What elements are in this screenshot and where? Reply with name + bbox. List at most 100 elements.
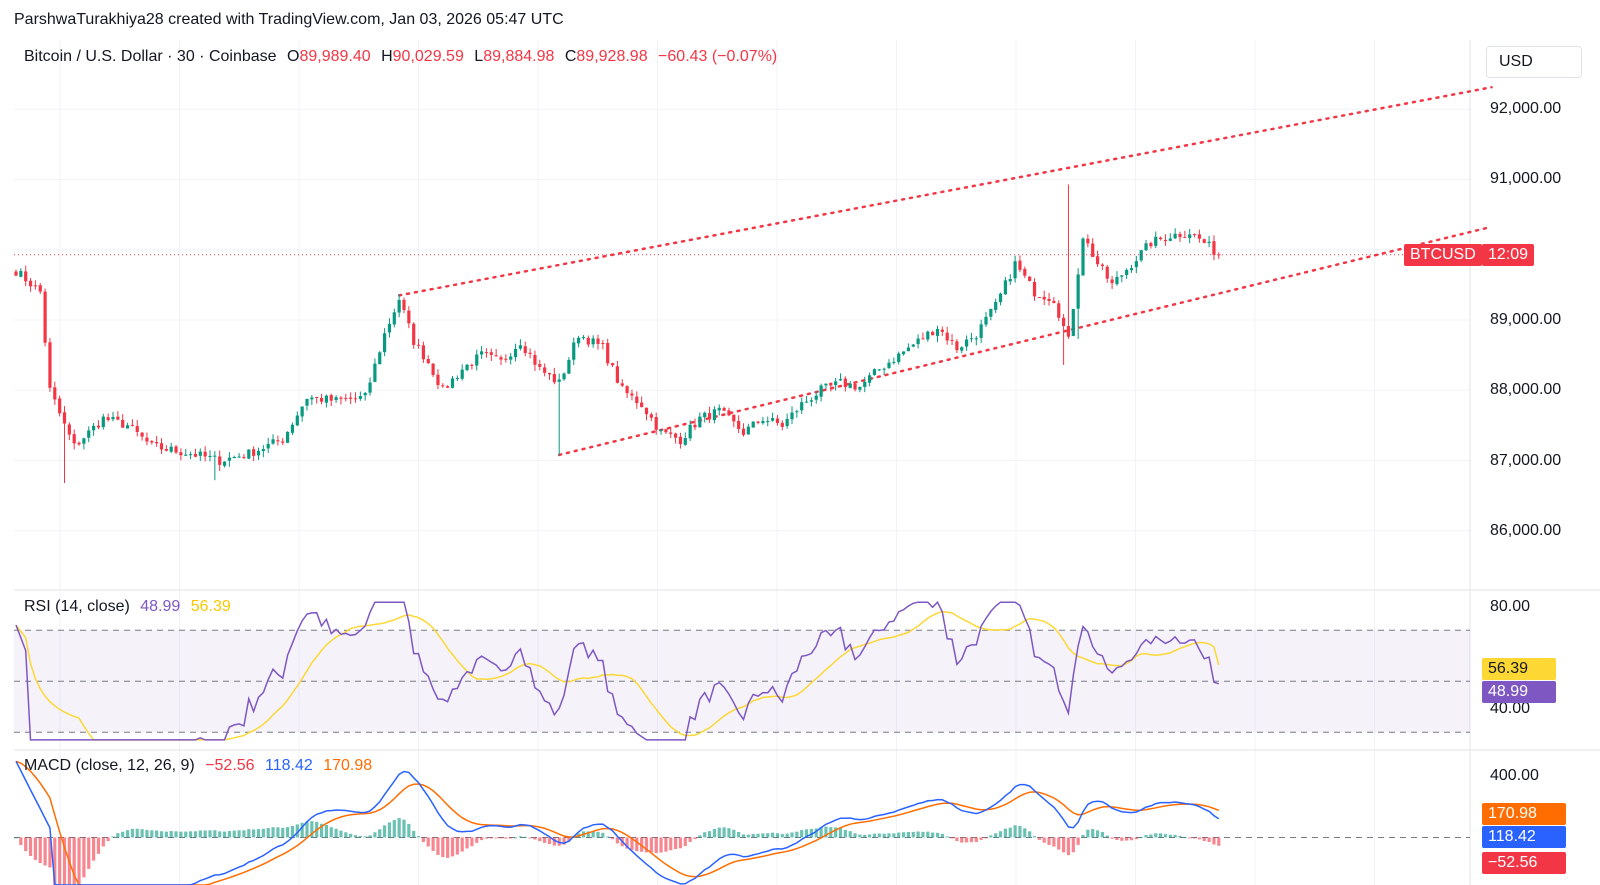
- candle-body: [892, 361, 896, 363]
- candle-body: [727, 410, 731, 416]
- candle-body: [446, 386, 450, 388]
- candle-body: [213, 455, 217, 457]
- macd-histogram-bar: [140, 829, 144, 838]
- candle-body: [877, 369, 881, 371]
- macd-histogram-bar: [198, 830, 202, 838]
- macd-histogram-bar: [601, 832, 605, 838]
- candle-body: [926, 331, 930, 340]
- macd-histogram-bar: [940, 833, 944, 838]
- candle-body: [353, 398, 358, 400]
- rsi-legend: RSI (14, close) 48.99 56.39: [24, 598, 237, 616]
- macd-histogram-bar: [543, 837, 547, 843]
- rsi-tag: 48.99: [1482, 681, 1556, 703]
- macd-histogram-bar: [1212, 837, 1216, 845]
- candle-body: [863, 381, 867, 387]
- candle-body: [635, 396, 639, 404]
- macd-histogram-bar: [397, 818, 401, 838]
- macd-histogram-bar: [1052, 837, 1056, 847]
- candle-body: [654, 417, 658, 430]
- macd-histogram-bar: [1037, 837, 1041, 840]
- macd-histogram-bar: [324, 824, 328, 838]
- macd-histogram-bar: [169, 831, 173, 838]
- macd-histogram-bar: [38, 837, 42, 864]
- candle-body: [1110, 279, 1114, 284]
- macd-histogram-bar: [319, 823, 324, 838]
- candle-body: [780, 422, 784, 427]
- candle-body: [1173, 233, 1177, 239]
- macd-histogram-bar: [1013, 825, 1017, 838]
- macd-histogram-bar: [446, 837, 450, 858]
- candle-body: [848, 383, 852, 388]
- macd-histogram-bar: [693, 837, 697, 840]
- candle-body: [1032, 281, 1037, 297]
- candle-body: [281, 441, 285, 443]
- macd-histogram-bar: [547, 837, 552, 845]
- candle-body: [809, 400, 813, 402]
- candle-body: [1197, 234, 1201, 239]
- macd-histogram-bar: [771, 832, 775, 838]
- candle-body: [625, 386, 629, 394]
- candle-body: [698, 416, 702, 428]
- macd-histogram-bar: [1168, 834, 1172, 838]
- candle-body: [1062, 317, 1066, 326]
- macd-histogram-bar: [174, 831, 178, 838]
- candle-body: [1052, 300, 1056, 304]
- macd-histogram-bar: [130, 828, 134, 838]
- macd-histogram-bar: [766, 833, 770, 838]
- candle-body: [800, 402, 804, 411]
- macd-histogram-bar: [135, 828, 139, 838]
- candle-body: [363, 392, 367, 396]
- candle-body: [1168, 238, 1172, 241]
- macd-histogram-bar: [906, 831, 910, 838]
- macd-histogram-bar: [1042, 837, 1046, 843]
- macd-histogram-bar: [1149, 834, 1153, 838]
- macd-histogram-bar: [19, 837, 23, 846]
- macd-histogram-bar: [1192, 837, 1197, 839]
- macd-histogram-bar: [82, 837, 86, 878]
- candle-body: [38, 285, 42, 292]
- candle-body: [965, 339, 969, 347]
- last-price-symbol-tag: BTCUSD: [1404, 243, 1482, 266]
- candle-body: [286, 431, 290, 443]
- macd-histogram-bar: [1095, 830, 1100, 838]
- macd-histogram-bar: [523, 836, 527, 838]
- macd-histogram-bar: [800, 830, 804, 838]
- candle-body: [305, 398, 309, 406]
- macd-histogram-bar: [125, 830, 130, 838]
- change-value: −60.43 (−0.07%): [658, 48, 778, 65]
- macd-histogram-bar: [1188, 837, 1192, 839]
- candle-body: [1207, 241, 1211, 244]
- candle-body: [1042, 296, 1046, 300]
- candle-body: [509, 356, 513, 360]
- macd-histogram-bar: [402, 819, 406, 838]
- candle-body: [872, 369, 877, 376]
- macd-histogram-bar: [504, 837, 508, 839]
- macd-signal-value: 170.98: [323, 757, 373, 774]
- candle-body: [596, 338, 600, 344]
- macd-histogram-bar: [989, 835, 993, 838]
- price-tick-label: 92,000.00: [1490, 100, 1562, 118]
- candle-body: [504, 358, 508, 360]
- macd-histogram-bar: [974, 837, 978, 842]
- macd-histogram-bar: [960, 837, 964, 843]
- macd-histogram-bar: [460, 837, 464, 852]
- price-tick-label: 89,000.00: [1490, 311, 1562, 328]
- macd-histogram-bar: [416, 836, 421, 838]
- macd-histogram-bar: [785, 833, 789, 838]
- candle-body: [678, 436, 683, 445]
- candle-body: [87, 430, 91, 438]
- candle-body: [640, 402, 644, 408]
- macd-histogram-bar: [247, 829, 251, 838]
- candle-body: [601, 343, 605, 345]
- macd-histogram-bar: [62, 837, 67, 885]
- macd-histogram-bar: [43, 837, 47, 866]
- macd-histogram-bar: [610, 837, 615, 840]
- symbol-description: Bitcoin / U.S. Dollar · 30 · Coinbase: [24, 48, 277, 65]
- macd-histogram-bar: [300, 822, 304, 838]
- candle-body: [392, 312, 396, 325]
- currency-button[interactable]: USD: [1486, 46, 1582, 78]
- candle-body: [378, 352, 382, 365]
- macd-histogram-bar: [111, 836, 115, 838]
- candle-body: [751, 421, 755, 428]
